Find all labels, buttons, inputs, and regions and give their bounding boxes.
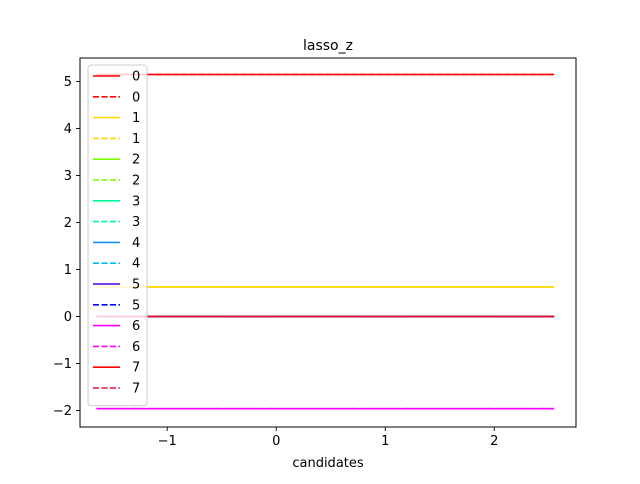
y-tick-label: −1 [53,357,72,372]
y-axis-ticks: −2 −1 0 1 2 3 4 5 [53,75,80,419]
legend-label: 5 [132,278,140,293]
x-tick-label: 1 [381,434,389,449]
y-tick-label: 3 [64,169,72,184]
legend-label: 3 [132,215,140,230]
chart-title: lasso_z [303,38,353,54]
legend-label: 7 [132,382,140,397]
series-layer [96,73,555,410]
x-tick-label: −1 [158,434,177,449]
y-tick-label: 4 [64,122,72,137]
axes-frame [79,57,577,428]
y-tick-label: 2 [64,216,72,231]
legend-label: 7 [132,361,140,376]
legend-label: 1 [132,111,140,126]
y-tick-label: 0 [64,310,72,325]
y-tick-label: 5 [64,75,72,90]
legend-label: 5 [132,298,140,313]
legend-label: 2 [132,174,140,189]
legend-label: 4 [132,257,140,272]
legend-label: 0 [132,70,140,85]
legend-label: 1 [132,132,140,147]
x-tick-label: 0 [272,434,280,449]
legend-label: 0 [132,90,140,105]
legend-box [87,64,148,407]
legend-label: 6 [132,340,140,355]
x-tick-label: 2 [490,434,498,449]
legend-label: 6 [132,319,140,334]
y-tick-label: 1 [64,263,72,278]
plot-area [80,58,576,427]
legend-label: 2 [132,153,140,168]
legend-label: 3 [132,194,140,209]
y-tick-label: −2 [53,404,72,419]
legend: 0 0 1 1 2 2 3 3 4 4 5 5 6 6 7 7 [87,64,148,407]
legend-label: 4 [132,236,140,251]
x-axis-label: candidates [292,456,364,471]
x-axis-ticks: −1 0 1 2 [158,427,498,449]
